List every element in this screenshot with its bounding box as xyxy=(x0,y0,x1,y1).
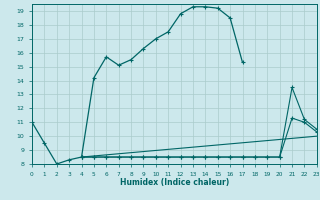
X-axis label: Humidex (Indice chaleur): Humidex (Indice chaleur) xyxy=(120,178,229,187)
